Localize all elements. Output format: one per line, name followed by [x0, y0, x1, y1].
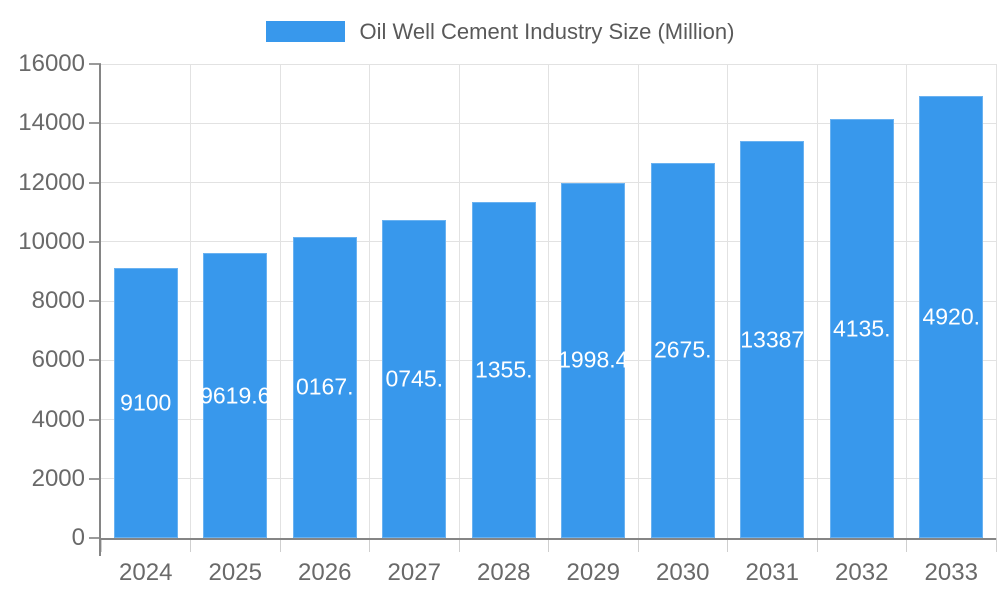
bar[interactable]: 9619.6: [203, 253, 268, 538]
x-axis-label: 2024: [119, 559, 173, 586]
legend-swatch[interactable]: [265, 21, 345, 42]
y-axis-tick: [89, 359, 101, 362]
x-axis-tick: [100, 538, 102, 552]
v-gridline: [995, 64, 997, 538]
v-gridline: [458, 64, 460, 538]
bar[interactable]: 1355.: [471, 201, 536, 538]
y-axis-tick: [89, 181, 101, 184]
y-axis-label: 8000: [31, 287, 85, 314]
x-axis-line: [99, 538, 996, 540]
x-axis-tick: [816, 538, 818, 552]
x-axis-tick: [727, 538, 728, 552]
y-axis-tick: [89, 477, 101, 480]
x-axis-label: 2027: [387, 559, 441, 586]
x-axis-label: 2030: [656, 559, 710, 586]
bar-value-label: 13387: [740, 326, 805, 353]
y-axis-tick: [89, 300, 101, 302]
y-axis-tick: [89, 537, 101, 539]
y-axis-label: 12000: [18, 168, 85, 196]
y-axis-label: 6000: [31, 346, 85, 374]
y-axis-label: 14000: [18, 109, 85, 137]
bar-value-label: 4920.: [922, 303, 981, 330]
x-axis-label: 2025: [208, 559, 262, 586]
x-axis-tick: [906, 538, 907, 552]
v-gridline: [906, 64, 907, 538]
y-axis-tick: [89, 240, 101, 243]
y-axis-label: 10000: [18, 227, 85, 255]
x-axis-tick: [369, 538, 370, 552]
x-axis-tick: [548, 538, 549, 552]
x-axis-tick: [995, 538, 997, 552]
v-gridline: [548, 64, 549, 538]
x-axis-tick: [190, 538, 191, 552]
y-axis-tick: [89, 418, 101, 421]
v-gridline: [727, 64, 728, 538]
x-axis-tick: [637, 538, 639, 552]
bar-value-label: 0745.: [385, 365, 444, 392]
x-axis-label: 2032: [835, 559, 889, 586]
y-axis-tick: [89, 122, 101, 125]
v-gridline: [816, 64, 818, 538]
y-axis-label: 4000: [31, 405, 85, 433]
x-axis-label: 2026: [298, 559, 352, 586]
x-axis-tick: [279, 538, 281, 552]
v-gridline: [190, 64, 191, 538]
v-gridline: [279, 64, 281, 538]
y-axis-tick: [89, 63, 101, 65]
bar[interactable]: 0745.: [382, 219, 447, 538]
bar[interactable]: 13387: [740, 141, 805, 538]
bar-value-label: 9100: [120, 389, 172, 416]
bar[interactable]: 4920.: [919, 95, 984, 538]
legend[interactable]: Oil Well Cement Industry Size (Million): [0, 19, 1000, 44]
bar-value-label: 1355.: [474, 356, 533, 383]
bar[interactable]: 9100: [113, 268, 178, 538]
bar-value-label: 1998.4: [561, 346, 626, 373]
legend-label: Oil Well Cement Industry Size (Million): [359, 18, 735, 44]
x-axis-label: 2028: [477, 559, 531, 586]
bar-value-label: 9619.6: [203, 382, 268, 408]
bar-value-label: 2675.: [653, 336, 712, 363]
bar[interactable]: 1998.4: [561, 182, 626, 538]
v-gridline: [369, 64, 370, 538]
y-axis-label: 0: [71, 524, 85, 551]
v-gridline: [637, 64, 639, 538]
y-axis-label: 2000: [31, 464, 85, 492]
bar-value-label: 4135.: [832, 315, 891, 342]
bar[interactable]: 4135.: [829, 119, 894, 538]
y-axis-line: [99, 64, 101, 556]
y-axis-label: 16000: [18, 50, 85, 77]
x-axis-label: 2029: [566, 559, 620, 586]
bar[interactable]: 0167.: [292, 236, 357, 538]
bar-value-label: 0167.: [295, 373, 354, 400]
x-axis-label: 2033: [924, 559, 978, 586]
x-axis-tick: [458, 538, 460, 552]
x-axis-label: 2031: [745, 559, 799, 586]
bar[interactable]: 2675.: [650, 162, 715, 538]
